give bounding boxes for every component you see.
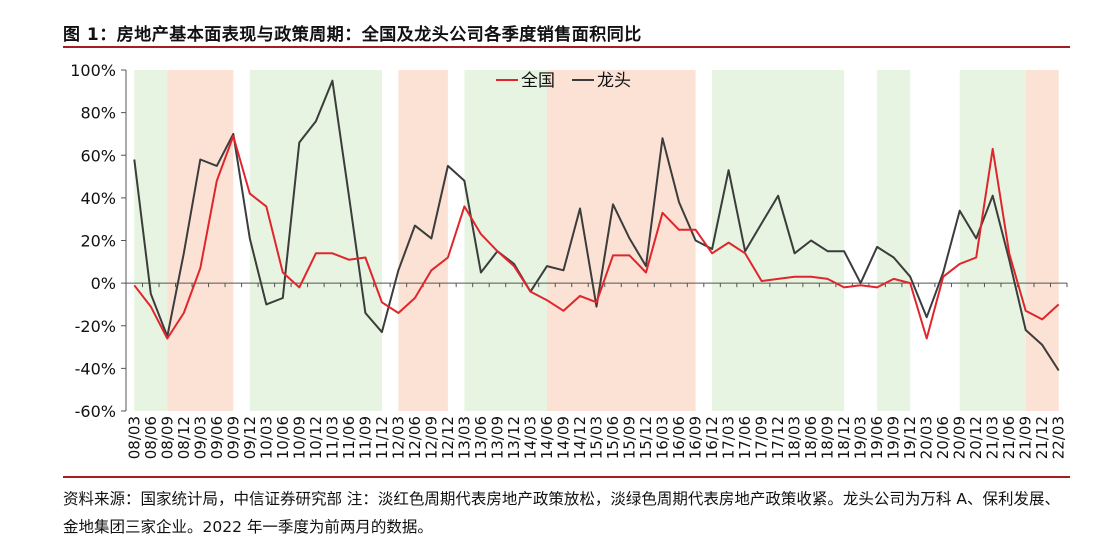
x-tick-label: 08/09	[158, 416, 176, 459]
x-tick-label: 20/09	[951, 416, 969, 459]
policy-band-easing-3	[398, 70, 448, 411]
policy-band-tightening-4	[464, 70, 547, 411]
y-tick-label: 40%	[80, 189, 116, 208]
x-tick-labels: 08/0308/0608/0908/1209/0309/0609/0909/12…	[125, 416, 1067, 459]
legend-label-leaders: 龙头	[597, 71, 631, 91]
x-tick-label: 10/03	[257, 416, 275, 459]
y-tick-label: 0%	[91, 274, 116, 293]
policy-band-tightening-8	[959, 70, 1026, 411]
series-lines	[133, 79, 1060, 372]
x-tick-label: 21/06	[1000, 416, 1018, 459]
x-tick-label: 10/09	[290, 416, 308, 459]
x-tick-label: 09/03	[191, 416, 209, 459]
source-rule	[63, 476, 1070, 478]
x-tick-label: 10/12	[307, 416, 325, 459]
x-tick-label: 21/09	[1017, 416, 1035, 459]
sales-area-yoy-chart: -60%-40%-20%0%20%40%60%80%100% 08/0308/0…	[70, 61, 1067, 459]
x-tick-label: 19/09	[885, 416, 903, 459]
policy-band-tightening-6	[712, 70, 845, 411]
x-tick-label: 21/03	[984, 416, 1002, 459]
x-tick-label: 13/03	[455, 416, 473, 459]
series-line-leaders	[133, 79, 1060, 372]
x-tick-label: 08/06	[142, 416, 160, 459]
y-tick-label: 80%	[80, 104, 116, 123]
x-tick-label: 16/09	[687, 416, 705, 459]
source-note: 资料来源：国家统计局，中信证券研究部 注：淡红色周期代表房地产政策放松，淡绿色周…	[63, 490, 1060, 536]
x-tick-label: 20/12	[967, 416, 985, 459]
y-tick-label: -40%	[75, 359, 116, 378]
policy-bands	[134, 70, 1059, 411]
y-tick-label: 60%	[80, 146, 116, 165]
x-tick-label: 12/03	[389, 416, 407, 459]
x-tick-label: 11/09	[356, 416, 374, 459]
policy-band-easing-1	[167, 70, 234, 411]
y-tick-labels: -60% -40% -20% 0% 20% 40% 60% 80% 100%	[70, 61, 116, 421]
x-tick-label: 09/06	[208, 416, 226, 459]
policy-band-tightening-0	[134, 70, 168, 411]
y-tick-label: -60%	[75, 402, 116, 421]
x-tick-label: 09/09	[224, 416, 242, 459]
x-tick-label: 19/06	[868, 416, 886, 459]
x-tick-label: 15/12	[637, 416, 655, 459]
x-tick-label: 11/12	[373, 416, 391, 459]
x-tick-label: 17/06	[736, 416, 754, 459]
x-tick-label: 17/09	[753, 416, 771, 459]
x-tick-label: 14/06	[538, 416, 556, 459]
x-tick-label: 16/12	[703, 416, 721, 459]
x-tick-label: 12/06	[406, 416, 424, 459]
x-tick-label: 10/06	[274, 416, 292, 459]
x-tick-label: 18/03	[786, 416, 804, 459]
x-tick-label: 19/03	[852, 416, 870, 459]
policy-band-easing-5	[546, 70, 696, 411]
x-tick-label: 12/12	[439, 416, 457, 459]
x-tick-label: 11/06	[340, 416, 358, 459]
title-rule	[63, 46, 1070, 48]
x-tick-label: 20/06	[934, 416, 952, 459]
x-tick-label: 11/03	[323, 416, 341, 459]
y-tick-label: 100%	[70, 61, 116, 80]
policy-band-tightening-2	[249, 70, 382, 411]
x-tick-label: 14/03	[521, 416, 539, 459]
series-line-national	[133, 135, 1060, 340]
x-tick-label: 14/12	[571, 416, 589, 459]
x-tick-label: 13/12	[505, 416, 523, 459]
x-tick-label: 17/12	[769, 416, 787, 459]
x-tick-label: 08/12	[175, 416, 193, 459]
x-tick-label: 15/06	[604, 416, 622, 459]
x-tick-label: 12/09	[422, 416, 440, 459]
x-tick-label: 13/06	[472, 416, 490, 459]
x-tick-label: 16/03	[654, 416, 672, 459]
y-tick-label: -20%	[75, 317, 116, 336]
x-tick-label: 17/03	[720, 416, 738, 459]
x-tick-label: 15/09	[621, 416, 639, 459]
x-tick-label: 18/09	[819, 416, 837, 459]
x-tick-label: 16/06	[670, 416, 688, 459]
policy-band-tightening-7	[877, 70, 911, 411]
x-tick-label: 19/12	[901, 416, 919, 459]
x-tick-label: 08/03	[125, 416, 143, 459]
x-tick-label: 09/12	[241, 416, 259, 459]
x-tick-label: 18/12	[835, 416, 853, 459]
x-tick-label: 15/03	[588, 416, 606, 459]
policy-band-easing-9	[1025, 70, 1059, 411]
x-tick-label: 14/09	[554, 416, 572, 459]
legend: 全国 龙头	[496, 71, 631, 91]
x-tick-label: 20/03	[918, 416, 936, 459]
x-tick-label: 18/06	[802, 416, 820, 459]
legend-label-national: 全国	[521, 71, 555, 91]
x-tick-label: 21/12	[1033, 416, 1051, 459]
figure-title: 图 1：房地产基本面表现与政策周期：全国及龙头公司各季度销售面积同比	[63, 25, 642, 45]
x-tick-label: 22/03	[1050, 416, 1068, 459]
x-tick-label: 13/09	[488, 416, 506, 459]
y-tick-label: 20%	[80, 232, 116, 251]
